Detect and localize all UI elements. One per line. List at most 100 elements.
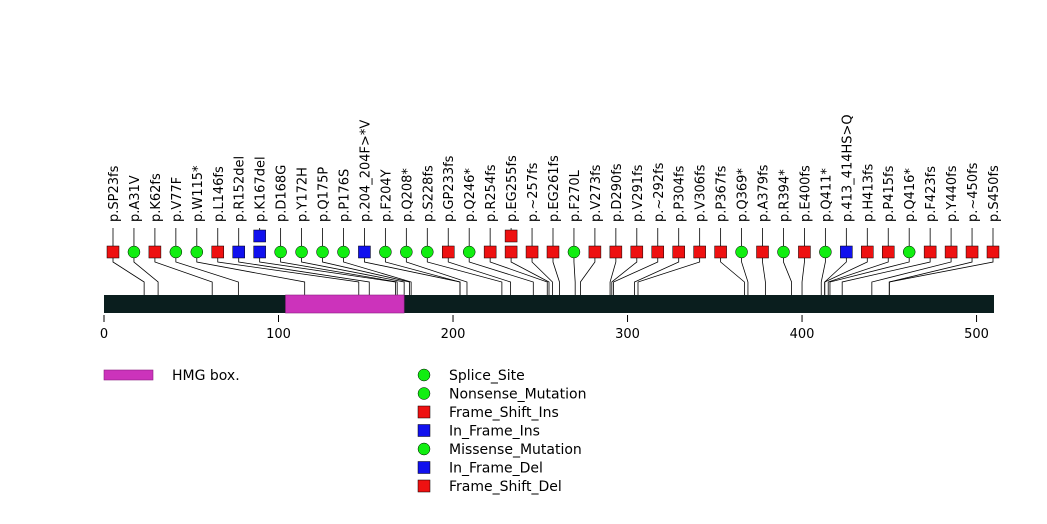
marker-1-0: [127, 245, 141, 259]
connector-34: [820, 258, 826, 304]
mutation-label-34: p.Q411*: [819, 168, 834, 222]
mutation-label-36: p.H413fs: [861, 163, 876, 222]
connector-8: [280, 258, 398, 304]
mutation-label-26: p.~292fs: [652, 162, 667, 222]
connector-39: [841, 258, 931, 304]
mutation-label-6: p.R152del: [233, 156, 248, 222]
mutation-legend-swatch-3: [417, 424, 431, 437]
mutation-label-25: p.V291fs: [631, 164, 646, 222]
connector-9: [301, 258, 405, 304]
marker-30-0: [735, 245, 748, 259]
mutation-label-37: p.P415fs: [882, 165, 897, 222]
connector-7: [259, 258, 396, 304]
connector-15: [426, 258, 503, 304]
mutation-legend-label-6: Frame_Shift_Del: [449, 479, 562, 495]
x-axis: 0 100 200 300 400 500: [100, 315, 989, 342]
mutation-label-24: p.D290fs: [610, 163, 625, 222]
connector-38: [829, 258, 910, 304]
connector-19: [510, 258, 550, 304]
mutation-label-29: p.P367fs: [715, 165, 730, 222]
connector-22: [573, 258, 576, 304]
mutation-label-5: p.L146fs: [212, 166, 227, 222]
marker-18-0: [483, 245, 497, 259]
mutation-label-20: p.~257fs: [526, 162, 541, 222]
connector-29: [720, 258, 745, 304]
marker-10-0: [316, 245, 329, 259]
mutation-label-39: p.F423fs: [924, 166, 939, 222]
marker-2-0: [148, 245, 162, 259]
mutation-legend-swatch-5: [417, 461, 431, 474]
connector-30: [741, 258, 749, 304]
marker-34-0: [819, 245, 832, 259]
connector-10: [322, 258, 410, 304]
marker-7-1: [253, 229, 266, 243]
marker-20-0: [525, 245, 539, 259]
marker-39-0: [923, 245, 937, 259]
connector-3: [175, 258, 239, 304]
connector-42: [888, 258, 994, 304]
mutation-label-41: p.~450fs: [966, 162, 981, 222]
connector-6: [238, 258, 370, 304]
marker-17-0: [462, 245, 476, 259]
legend: HMG box. Splice_Site Nonsense_Mutation Fram…: [103, 368, 586, 495]
marker-31-0: [756, 245, 769, 259]
marker-37-0: [881, 245, 895, 259]
connector-4: [196, 258, 306, 304]
mutation-legend-label-4: Missense_Mutation: [449, 442, 582, 458]
marker-21-0: [546, 245, 560, 259]
mutation-label-12: p.204_204F>*V: [358, 120, 373, 222]
connector-13: [384, 258, 461, 304]
marker-0-0: [106, 245, 120, 259]
connector-24: [609, 258, 617, 304]
connector-26: [613, 258, 659, 304]
marker-13-0: [379, 245, 392, 259]
mutation-label-21: p.EG261fs: [547, 155, 562, 222]
marker-9-0: [295, 245, 308, 259]
tick-label-5: 500: [964, 327, 989, 342]
mutation-label-22: p.F270L: [568, 169, 583, 222]
mutation-label-32: p.R394*: [777, 169, 792, 222]
marker-16-0: [441, 245, 455, 259]
tick-label-1: 100: [266, 327, 291, 342]
mutation-legend-label-2: Frame_Shift_Ins: [449, 405, 559, 421]
connector-20: [531, 258, 553, 304]
mutation-label-16: p.GP233fs: [442, 155, 457, 222]
marker-3-0: [169, 245, 183, 259]
domain-legend-label-0: HMG box.: [172, 368, 240, 384]
marker-42-0: [986, 245, 1000, 259]
mutation-label-27: p.P304fs: [673, 165, 688, 222]
connector-28: [637, 258, 701, 304]
marker-6-0: [232, 245, 245, 259]
mutation-label-2: p.K62fs: [149, 173, 164, 222]
marker-19-0: [504, 245, 518, 259]
connector-1: [133, 258, 159, 304]
marker-28-0: [693, 245, 706, 259]
mutation-marks: [106, 229, 1000, 259]
mutation-label-30: p.Q369*: [736, 168, 751, 222]
tick-label-2: 200: [441, 327, 466, 342]
domain-legend-swatch-0: [103, 369, 154, 381]
connector-40: [871, 258, 952, 304]
connector-21: [552, 258, 560, 304]
tick-label-4: 400: [790, 327, 815, 342]
marker-8-0: [274, 245, 287, 259]
mutation-label-13: p.F204Y: [379, 169, 394, 222]
mutation-connectors: [112, 228, 994, 304]
mutation-legend-label-5: In_Frame_Del: [449, 461, 543, 477]
connector-32: [783, 258, 792, 304]
mutation-legend-label-3: In_Frame_Ins: [449, 424, 540, 440]
marker-29-0: [714, 245, 727, 259]
mutation-legend-label-0: Splice_Site: [449, 368, 525, 384]
marker-7-0: [253, 245, 266, 259]
mutation-label-40: p.Y440fs: [945, 165, 960, 222]
mutation-label-4: p.W115*: [191, 165, 206, 222]
tick-label-3: 300: [615, 327, 640, 342]
marker-35-0: [840, 245, 853, 259]
connector-33: [801, 258, 805, 304]
connector-11: [343, 258, 412, 304]
mutation-label-38: p.Q416*: [903, 168, 918, 222]
mutation-legend-label-1: Nonsense_Mutation: [449, 387, 586, 403]
marker-14-0: [400, 245, 413, 259]
mutation-label-7: p.K167del: [254, 156, 269, 222]
